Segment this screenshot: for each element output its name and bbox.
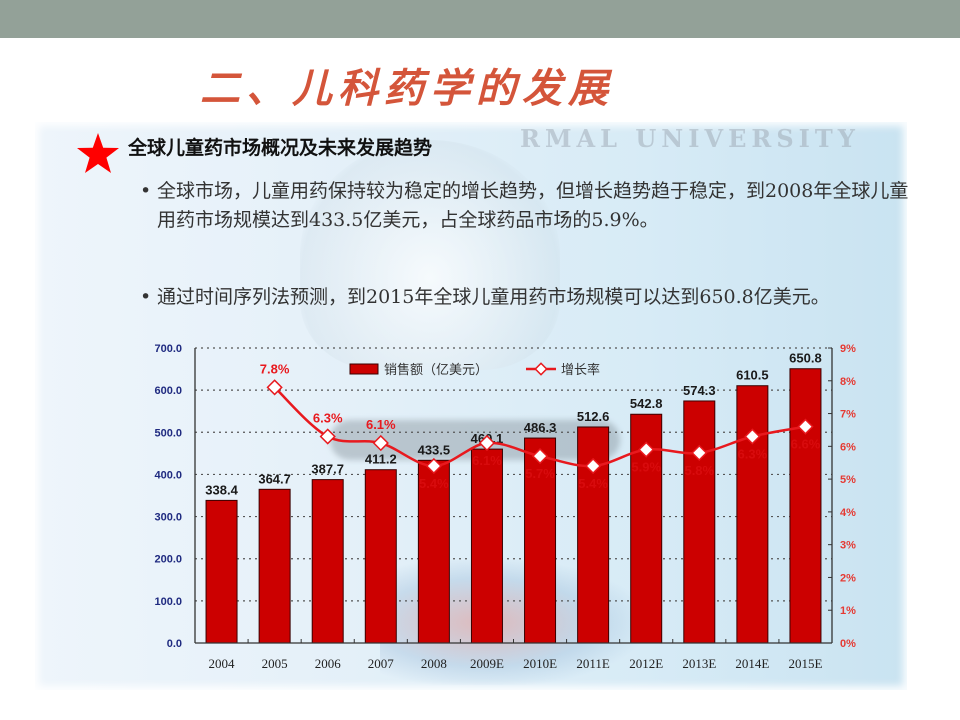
bar-value-label: 411.2 (365, 452, 397, 467)
legend-line-marker (534, 362, 548, 376)
growth-rate-marker (478, 434, 496, 452)
x-axis-tick-label: 2009E (470, 656, 504, 671)
right-axis-tick-label: 9% (840, 343, 856, 355)
growth-rate-marker (691, 444, 708, 462)
growth-rate-marker (744, 428, 761, 445)
x-axis-tick-label: 2012E (629, 656, 663, 671)
bar (311, 479, 344, 644)
right-axis-tick-label: 4% (840, 507, 856, 519)
university-watermark: RMAL UNIVERSITY (520, 124, 860, 153)
bar-value-label: 512.6 (577, 409, 610, 424)
right-axis-tick-label: 5% (840, 474, 856, 486)
legend-line-label: 增长率 (561, 362, 600, 377)
bullet-item: • 通过时间序列法预测，到2015年全球儿童用药市场规模可以达到650.8亿美元… (140, 283, 910, 312)
left-axis-tick-label: 600.0 (154, 385, 182, 397)
growth-rate-label: 5.7% (525, 466, 555, 481)
right-axis-tick-label: 7% (840, 409, 856, 421)
right-axis-tick-label: 3% (840, 540, 856, 552)
growth-rate-label: 6.6% (791, 437, 821, 452)
growth-rate-label: 5.4% (419, 476, 449, 491)
growth-rate-label: 6.1% (472, 453, 502, 468)
section-heading: 全球儿童药市场概况及未来发展趋势 (128, 137, 433, 159)
x-axis-tick-label: 2015E (788, 656, 822, 671)
growth-rate-label: 6.1% (366, 417, 396, 432)
growth-rate-label: 6.3% (313, 411, 343, 426)
bar-value-label: 387.7 (311, 462, 344, 477)
bar-value-label: 433.5 (418, 442, 451, 457)
bar-value-label: 364.7 (258, 471, 291, 486)
top-bar (0, 0, 960, 38)
growth-rate-label: 5.4% (578, 476, 608, 491)
bullet-text: 全球市场，儿童用药保持较为稳定的增长趋势，但增长趋势趋于稳定，到2008年全球儿… (157, 180, 909, 231)
x-axis-tick-label: 2008 (421, 656, 447, 671)
bullet-dot: • (140, 286, 152, 308)
left-axis-tick-label: 200.0 (154, 554, 182, 566)
growth-rate-marker (531, 448, 549, 465)
bar (258, 488, 291, 644)
bar-value-label: 486.3 (524, 420, 557, 435)
growth-rate-label: 5.9% (631, 460, 661, 475)
left-axis-tick-label: 500.0 (154, 427, 182, 439)
legend-bar-label: 销售额（亿美元） (384, 362, 488, 377)
x-axis-tick-label: 2011E (576, 656, 610, 671)
red-star-icon (77, 133, 119, 173)
slide-title: 二、儿科药学的发展 (200, 65, 614, 112)
bar-value-label: 338.4 (205, 482, 238, 497)
growth-rate-label: 5.8% (684, 463, 714, 478)
bar (736, 385, 769, 644)
bar (789, 368, 822, 644)
growth-rate-label: 6.3% (738, 447, 768, 462)
x-axis-tick-label: 2007 (368, 656, 395, 671)
x-axis-tick-label: 2014E (735, 656, 769, 671)
x-axis-tick-label: 2010E (523, 656, 557, 671)
growth-rate-marker (638, 441, 655, 458)
growth-rate-marker (584, 457, 602, 475)
left-axis-tick-label: 400.0 (154, 469, 182, 481)
bullet-dot: • (140, 180, 152, 202)
growth-rate-marker (372, 434, 389, 452)
bar-value-label: 542.8 (630, 396, 663, 411)
bar-value-label: 650.8 (789, 351, 822, 366)
left-axis-tick-label: 700.0 (154, 343, 182, 355)
growth-rate-marker (797, 418, 814, 435)
bar-value-label: 574.3 (683, 383, 716, 398)
growth-rate-label: 7.8% (260, 361, 290, 376)
right-axis-tick-label: 1% (840, 605, 856, 617)
background-bottle-decor (300, 140, 560, 370)
bar (205, 499, 238, 644)
legend-bar-swatch (349, 363, 379, 375)
x-axis-tick-label: 2004 (209, 656, 236, 671)
bullet-item: • 全球市场，儿童用药保持较为稳定的增长趋势，但增长趋势趋于稳定，到2008年全… (140, 177, 910, 235)
x-axis-tick-label: 2006 (315, 656, 342, 671)
bar (364, 469, 397, 644)
x-axis-tick-label: 2013E (682, 656, 716, 671)
bar (470, 448, 503, 644)
bar (683, 400, 716, 644)
bar (417, 459, 450, 644)
right-axis-tick-label: 2% (840, 572, 856, 584)
growth-rate-marker (319, 428, 336, 445)
left-axis-tick-label: 100.0 (154, 596, 182, 608)
left-axis-tick-label: 0.0 (167, 638, 182, 650)
growth-rate-marker (425, 457, 443, 475)
right-axis-tick-label: 8% (840, 376, 856, 388)
left-axis-tick-label: 300.0 (154, 512, 182, 524)
bar-value-label: 610.5 (736, 368, 769, 383)
right-axis-tick-label: 0% (840, 638, 856, 650)
growth-rate-marker (266, 379, 283, 396)
right-axis-tick-label: 6% (840, 441, 856, 453)
bullet-text: 通过时间序列法预测，到2015年全球儿童用药市场规模可以达到650.8亿美元。 (157, 286, 830, 308)
x-axis-tick-label: 2005 (262, 656, 288, 671)
